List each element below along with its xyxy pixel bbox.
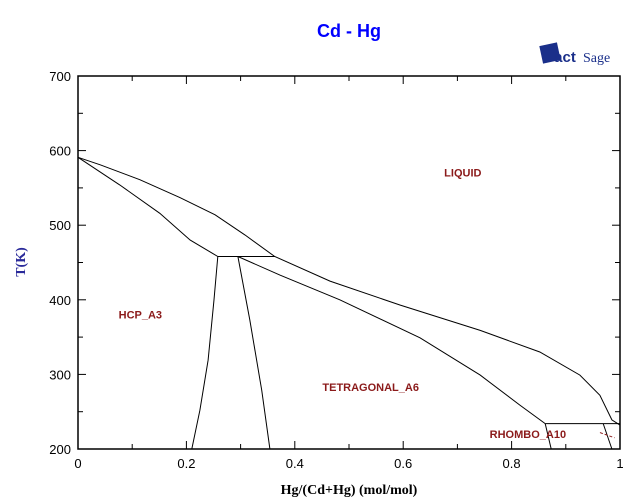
phase-boundary-0 (77, 156, 621, 426)
phase-boundary-2 (237, 256, 546, 425)
y-tick-label: 500 (49, 218, 71, 233)
phase-label: LIQUID (444, 168, 481, 180)
y-tick-label: 400 (49, 293, 71, 308)
chart-title: Cd - Hg (317, 21, 381, 41)
y-tick-label: 300 (49, 367, 71, 382)
y-tick-label: 700 (49, 69, 71, 84)
x-tick-label: 0.6 (394, 456, 412, 471)
factsage-logo: Fact Sage (539, 42, 610, 66)
phase-label: RHOMBO_A10 (490, 429, 566, 441)
x-axis-label: Hg/(Cd+Hg) (mol/mol) (281, 483, 418, 498)
x-tick-label: 0.8 (503, 456, 521, 471)
phase-boundary-5 (237, 256, 271, 450)
y-axis-label: T(K) (14, 247, 29, 277)
phase-boundary-4 (191, 256, 219, 450)
phase-label: TETRAGONAL_A6 (322, 382, 419, 394)
rhombo-tie-line (599, 432, 615, 439)
phase-boundary-7 (544, 423, 552, 450)
phase-boundary-8 (602, 423, 613, 450)
x-tick-label: 0 (74, 456, 81, 471)
phase-label: HCP_A3 (119, 309, 162, 321)
svg-text:Fact: Fact (545, 49, 576, 66)
svg-text:Sage: Sage (583, 51, 610, 66)
x-tick-label: 0.4 (286, 456, 304, 471)
x-tick-label: 1 (616, 456, 623, 471)
x-tick-label: 0.2 (177, 456, 195, 471)
y-tick-label: 600 (49, 144, 71, 159)
y-tick-label: 200 (49, 442, 71, 457)
phase-boundary-1 (77, 156, 219, 257)
